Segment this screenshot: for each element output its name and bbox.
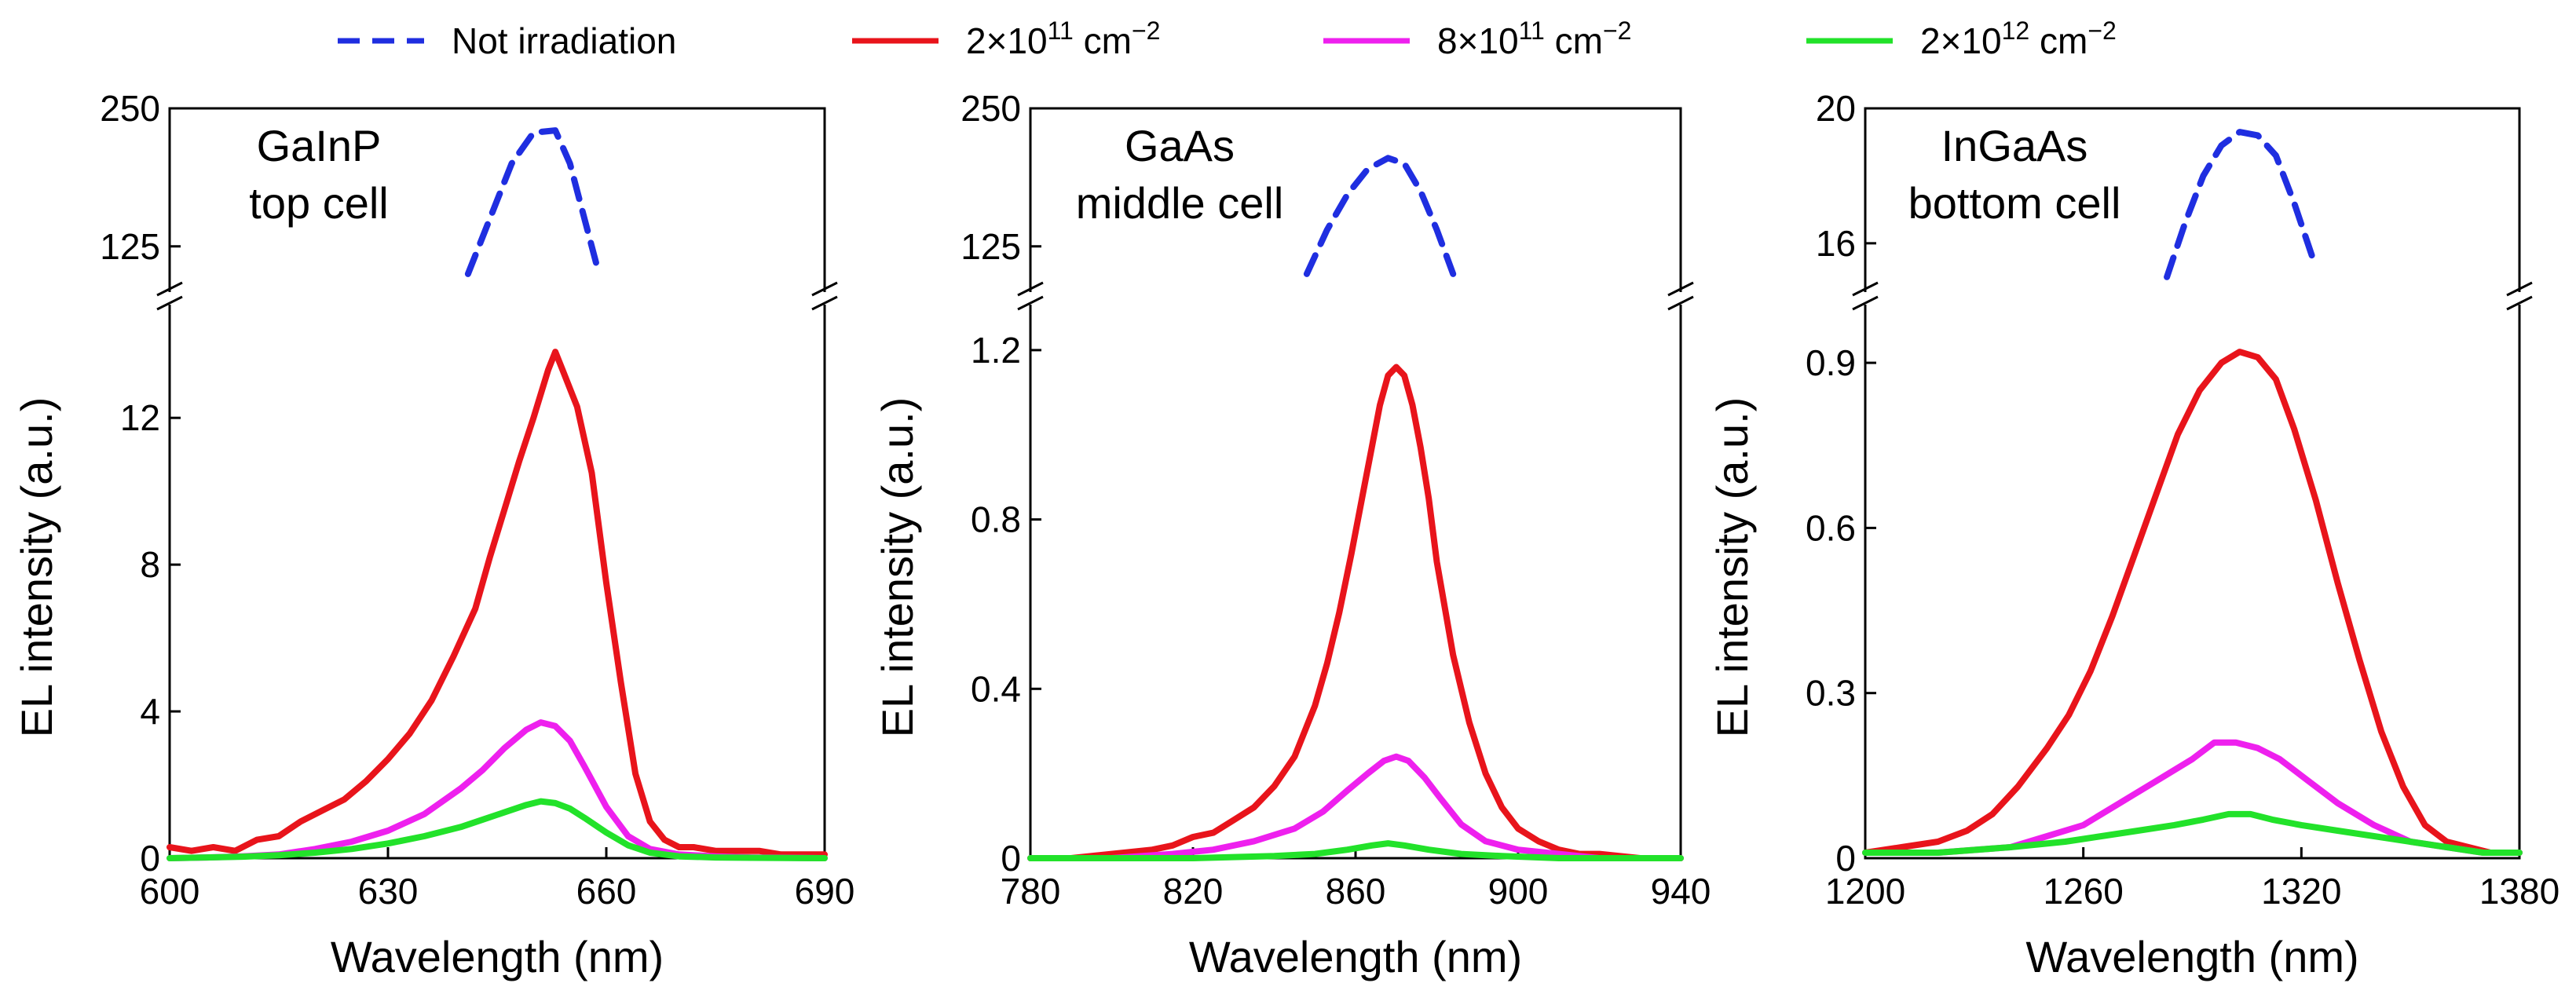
series-line-fluence_2e11 (166, 349, 828, 858)
panel-gainp: 600 630 660 690 0 4 8 12 125 250 Wavelength (nm) EL… (12, 88, 854, 981)
y-axis-title: EL intensity (a.u.) (1707, 397, 1757, 738)
x-tick-label: 1200 (1825, 871, 1905, 912)
x-tick-label: 820 (1163, 871, 1224, 912)
y-tick-label: 0.3 (1806, 673, 1856, 714)
panel-label-cell: middle cell (1076, 178, 1284, 228)
y-tick-label: 0 (1835, 838, 1856, 879)
panel-label-material: GaInP (257, 121, 382, 170)
legend-item-not_irradiated: Not irradiation (338, 20, 676, 61)
x-tick-label: 690 (795, 871, 855, 912)
legend-item-fluence_8e11: 8×1011 cm−2 (1323, 16, 1631, 61)
y-tick-label: 12 (120, 397, 160, 438)
series-line-fluence_2e12 (1862, 810, 2523, 856)
legend-label: 2×1012 cm−2 (1920, 16, 2117, 61)
plot-frame (1864, 107, 2521, 860)
panel-label-material: InGaAs (1941, 121, 2088, 170)
y-axis-title: EL intensity (a.u.) (12, 397, 61, 738)
y-tick-label: 250 (961, 88, 1021, 129)
axis-break-mark (2506, 281, 2533, 311)
series-line-not_irradiated (464, 127, 602, 277)
axis-break-mark (1017, 281, 1044, 311)
y-tick-label: 0 (140, 838, 160, 879)
panel-ingaas: 1200 1260 1320 1380 0 0.3 0.6 0.9 16 20 Wavelength… (1707, 88, 2560, 981)
x-tick-label: 900 (1488, 871, 1549, 912)
axis-break-mark (1852, 281, 1879, 311)
axis-break-mark (1667, 281, 1694, 311)
y-tick-label: 8 (140, 544, 160, 585)
series-line-fluence_2e12 (166, 798, 828, 861)
y-tick-label: 250 (100, 88, 160, 129)
series-line-not_irradiated (2164, 129, 2316, 280)
x-tick-label: 1260 (2043, 871, 2123, 912)
x-tick-label: 1380 (2479, 871, 2560, 912)
y-tick-label: 0.8 (971, 499, 1021, 540)
x-tick-label: 600 (140, 871, 200, 912)
x-axis-title: Wavelength (nm) (2025, 932, 2358, 981)
y-tick-label: 125 (961, 226, 1021, 267)
y-tick-label: 0.4 (971, 668, 1021, 709)
legend-item-fluence_2e11: 2×1011 cm−2 (852, 16, 1160, 61)
legend-label: 2×1011 cm−2 (966, 16, 1160, 61)
axis-break-mark (156, 281, 183, 311)
series-line-not_irradiated (1303, 155, 1457, 277)
legend-label: Not irradiation (452, 20, 676, 61)
x-tick-label: 940 (1651, 871, 1711, 912)
x-axis-title: Wavelength (nm) (1189, 932, 1522, 981)
y-tick-label: 0.9 (1806, 342, 1856, 383)
series-line-fluence_8e11 (1027, 753, 1684, 861)
axis-break-mark (811, 281, 838, 311)
panel-label-cell: bottom cell (1908, 178, 2121, 228)
panels: 600 630 660 690 0 4 8 12 125 250 Wavelength (nm) EL… (12, 88, 2560, 981)
panel-label-material: GaAs (1125, 121, 1235, 170)
series-line-fluence_8e11 (1862, 739, 2523, 856)
y-tick-label: 125 (100, 226, 160, 267)
x-tick-label: 630 (358, 871, 419, 912)
x-tick-label: 1320 (2261, 871, 2341, 912)
y-tick-label: 16 (1816, 223, 1856, 264)
y-tick-label: 1.2 (971, 330, 1021, 371)
series-line-fluence_2e12 (1027, 840, 1684, 861)
legend-label: 8×1011 cm−2 (1437, 16, 1631, 61)
panel-gaas: 780 820 860 900 940 0 0.4 0.8 1.2 125 250 Wavelengt… (873, 88, 1711, 981)
series-line-fluence_2e11 (1862, 349, 2523, 856)
y-tick-label: 0 (1001, 838, 1021, 879)
y-axis-title: EL intensity (a.u.) (873, 397, 922, 738)
y-tick-label: 0.6 (1806, 507, 1856, 548)
panel-label-cell: top cell (249, 178, 388, 228)
series-line-fluence_2e11 (1027, 364, 1684, 861)
y-tick-label: 4 (140, 691, 160, 732)
legend: Not irradiation 2×1011 cm−2 8×1011 cm−2 2×1… (338, 16, 2117, 61)
y-tick-label: 20 (1816, 88, 1856, 129)
x-tick-label: 660 (576, 871, 637, 912)
legend-item-fluence_2e12: 2×1012 cm−2 (1806, 16, 2117, 61)
x-axis-title: Wavelength (nm) (331, 932, 664, 981)
x-tick-label: 780 (1001, 871, 1061, 912)
plot-frame (168, 107, 826, 860)
x-tick-label: 860 (1326, 871, 1386, 912)
